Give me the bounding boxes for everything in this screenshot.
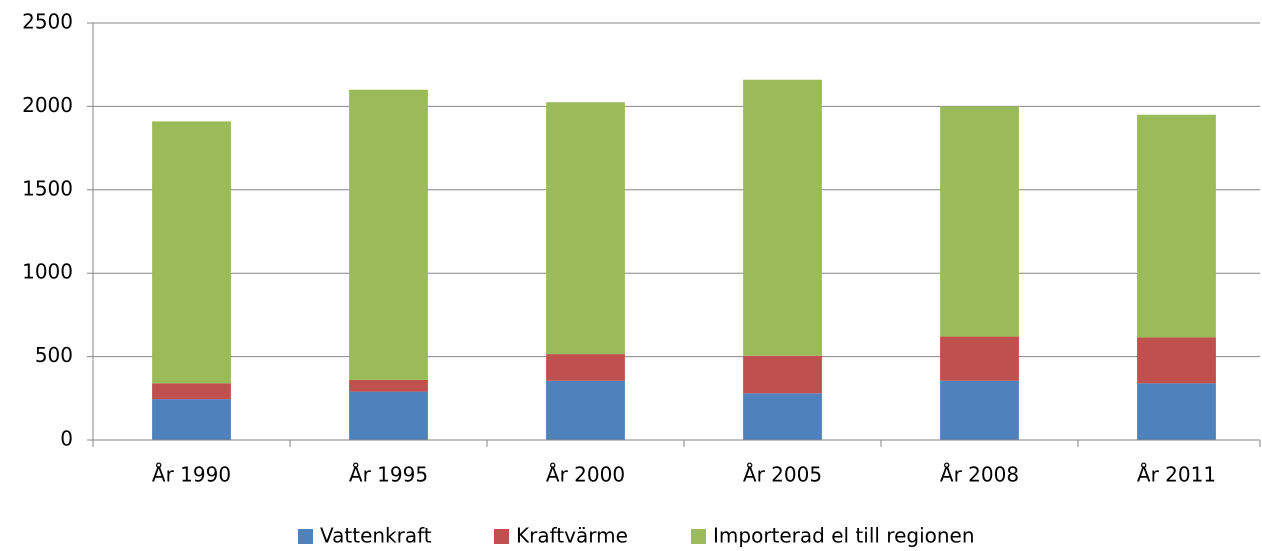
bar-segment <box>349 391 428 440</box>
legend-swatch <box>298 529 313 544</box>
y-tick-label: 1000 <box>22 260 73 284</box>
x-tick-label: År 2005 <box>743 463 822 487</box>
legend-label: Vattenkraft <box>320 524 432 548</box>
y-tick-label: 2000 <box>22 93 73 117</box>
bar-segment <box>349 89 428 380</box>
x-tick-label: År 2011 <box>1137 463 1216 487</box>
bar-segment <box>152 121 231 384</box>
bar-segment <box>1137 114 1216 338</box>
legend-label: Importerad el till regionen <box>713 524 975 548</box>
x-tick-label: År 2000 <box>546 463 625 487</box>
bar-segment <box>546 380 625 440</box>
bar-segment <box>940 336 1019 381</box>
legend-swatch <box>494 529 509 544</box>
bar-segment <box>743 79 822 356</box>
x-tick-label: År 2008 <box>940 463 1019 487</box>
bar-segment <box>152 383 231 400</box>
x-tick-label: År 1995 <box>349 463 428 487</box>
bar-segment <box>152 399 231 440</box>
x-tick-label: År 1990 <box>152 463 231 487</box>
legend-swatch <box>691 529 706 544</box>
bar-segment <box>546 102 625 355</box>
bar-segment <box>940 106 1019 337</box>
bar-segment <box>743 393 822 440</box>
bar-segment <box>1137 383 1216 440</box>
bar-segment <box>940 380 1019 440</box>
y-tick-label: 1500 <box>22 176 73 200</box>
legend-label: Kraftvärme <box>516 524 628 548</box>
bar-segment <box>546 354 625 381</box>
y-tick-label: 0 <box>60 427 73 451</box>
bar-segment <box>1137 337 1216 384</box>
y-tick-label: 500 <box>35 343 73 367</box>
bar-segment <box>743 355 822 394</box>
bar-segment <box>349 379 428 392</box>
y-tick-label: 2500 <box>22 10 73 34</box>
